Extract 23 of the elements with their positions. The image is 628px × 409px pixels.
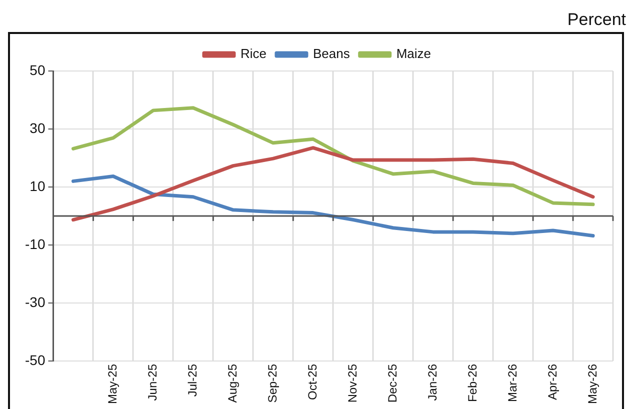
x-tick-label: Nov-25 (345, 364, 360, 403)
x-tick-label: Apr-26 (545, 364, 560, 400)
x-tick-label: Jan-26 (425, 364, 440, 401)
x-tick-label: Oct-25 (305, 364, 320, 400)
y-tick-label: 50 (30, 62, 46, 78)
y-tick-label: 30 (30, 120, 46, 136)
y-tick-label: -10 (25, 236, 46, 252)
legend-label: Beans (312, 46, 350, 62)
y-axis-title: Percent (567, 10, 626, 30)
x-tick-label: Feb-26 (465, 364, 480, 402)
x-tick-label: May-25 (106, 364, 120, 404)
x-tick-label: Sep-25 (265, 364, 280, 403)
y-tick-label: -30 (25, 294, 46, 310)
y-tick-label: 10 (30, 178, 46, 194)
x-tick-label: Jul-25 (185, 364, 200, 397)
x-tick-label: Mar-26 (505, 364, 520, 402)
y-tick-label: -50 (25, 352, 46, 368)
legend-label: Maize (396, 46, 432, 62)
x-tick-label: Jun-25 (146, 364, 160, 401)
x-tick-label: Dec-25 (385, 364, 400, 403)
x-tick-label: Aug-25 (225, 364, 240, 403)
x-tick-label: May-26 (585, 364, 600, 404)
legend-label: Rice (240, 46, 266, 62)
